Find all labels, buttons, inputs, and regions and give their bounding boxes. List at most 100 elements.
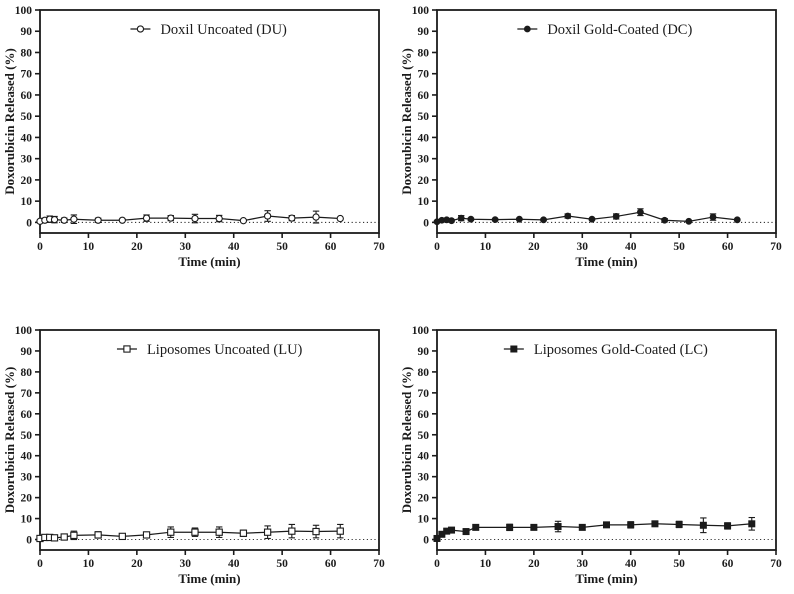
y-tick-label: 20: [21, 175, 33, 187]
y-tick-label: 60: [21, 409, 33, 421]
y-tick-label: 100: [412, 325, 430, 337]
x-axis-label: Time (min): [575, 254, 637, 269]
data-point: [123, 345, 131, 353]
y-tick-label: 70: [418, 69, 430, 81]
data-point: [312, 527, 320, 536]
x-tick-label: 40: [228, 558, 240, 570]
data-point: [191, 528, 199, 536]
x-tick-label: 70: [770, 558, 782, 570]
x-tick-label: 60: [325, 558, 337, 570]
data-point: [530, 523, 538, 531]
x-tick-label: 20: [528, 558, 540, 570]
x-tick-label: 40: [228, 241, 240, 253]
legend-label: Doxil Gold-Coated (DC): [547, 22, 692, 38]
data-point: [118, 216, 126, 224]
x-tick-label: 50: [276, 241, 288, 253]
x-tick-label: 0: [434, 558, 440, 570]
data-point: [675, 520, 683, 528]
data-point: [612, 213, 620, 220]
y-tick-label: 20: [21, 493, 33, 505]
series-line: [436, 211, 738, 223]
y-tick-label: 70: [21, 388, 33, 400]
x-tick-label: 20: [131, 558, 143, 570]
data-point: [94, 216, 102, 224]
data-point: [239, 217, 248, 225]
plot-frame: [436, 329, 777, 551]
data-point: [748, 520, 756, 528]
data-point: [448, 526, 456, 534]
data-point: [636, 208, 644, 216]
y-tick-label: 60: [21, 90, 33, 102]
data-point: [70, 215, 78, 223]
x-tick-label: 10: [480, 558, 492, 570]
data-point: [167, 214, 175, 222]
legend: Liposomes Uncoated (LU): [116, 342, 303, 358]
y-tick-label: 90: [21, 26, 33, 38]
data-point: [263, 212, 272, 220]
y-axis-label: Doxorubicin Released (%): [2, 367, 17, 514]
y-axis-label: Doxorubicin Released (%): [399, 48, 414, 195]
y-tick-label: 100: [15, 5, 33, 17]
y-tick-label: 0: [423, 535, 429, 547]
y-tick-label: 40: [418, 451, 430, 463]
chart-doxil-gold-coated: 0 10 20 30 40 50 60 70 80 90 100 0 10 20 30 40 50 60 70 Dox…: [399, 5, 782, 269]
y-tick-label: 20: [418, 493, 430, 505]
panel-liposomes-gold-coated: 0 10 20 30 40 50 60 70 80 90 100 0 10 20 30 40 50 60 70 Lip…: [397, 297, 794, 594]
y-tick-label: 30: [418, 472, 430, 484]
y-tick-label: 60: [418, 409, 430, 421]
chart-doxil-uncoated: 0 10 20 30 40 50 60 70 80 90 100 0 10 20 30 40 50 60 70 Dox…: [2, 5, 385, 269]
data-point: [467, 215, 475, 223]
y-tick-label: 0: [26, 217, 32, 229]
y-tick-label: 80: [21, 367, 33, 379]
y-tick-label: 10: [418, 196, 430, 208]
data-point: [50, 534, 59, 542]
panel-doxil-uncoated: 0 10 20 30 40 50 60 70 80 90 100 0 10 20 30 40 50 60 70 Dox…: [0, 0, 397, 297]
data-point: [288, 527, 296, 535]
data-point: [336, 527, 344, 535]
data-point: [50, 215, 59, 224]
x-tick-label: 30: [180, 558, 192, 570]
data-point: [506, 523, 514, 531]
data-point: [588, 215, 596, 223]
x-tick-label: 60: [722, 241, 734, 253]
data-point: [709, 213, 717, 221]
data-point: [515, 215, 523, 223]
data-point: [491, 216, 499, 224]
y-tick-label: 30: [21, 154, 33, 166]
x-tick-label: 70: [373, 558, 385, 570]
x-tick-label: 50: [673, 558, 685, 570]
x-tick-label: 10: [83, 558, 95, 570]
data-point: [510, 345, 518, 353]
data-point: [457, 214, 465, 222]
data-point: [472, 523, 480, 531]
data-point: [136, 25, 145, 33]
y-tick-label: 90: [418, 346, 430, 358]
data-point: [336, 214, 344, 223]
y-tick-label: 70: [21, 69, 33, 81]
x-tick-label: 0: [37, 558, 43, 570]
y-tick-label: 100: [412, 5, 430, 17]
x-tick-label: 60: [722, 558, 734, 570]
y-tick-label: 0: [423, 217, 429, 229]
x-tick-label: 30: [577, 558, 589, 570]
data-point: [312, 213, 320, 221]
data-point: [239, 529, 248, 537]
data-point: [651, 520, 659, 528]
y-tick-label: 0: [26, 535, 32, 547]
legend-label: Liposomes Gold-Coated (LC): [534, 342, 708, 358]
plot-frame: [39, 329, 380, 551]
data-point: [263, 528, 272, 536]
x-tick-label: 30: [577, 241, 589, 253]
y-tick-label: 30: [21, 472, 33, 484]
data-point: [724, 522, 732, 530]
data-point: [288, 214, 296, 222]
y-tick-label: 80: [418, 367, 430, 379]
data-point: [433, 534, 441, 542]
data-point: [215, 528, 223, 536]
chart-liposomes-uncoated: 0 10 20 30 40 50 60 70 80 90 100 0 10 20 30 40 50 60 70 Lip…: [2, 325, 385, 586]
y-tick-label: 60: [418, 90, 430, 102]
data-point: [94, 531, 102, 539]
y-tick-label: 40: [418, 132, 430, 144]
x-tick-label: 0: [37, 241, 43, 253]
y-tick-label: 40: [21, 451, 33, 463]
